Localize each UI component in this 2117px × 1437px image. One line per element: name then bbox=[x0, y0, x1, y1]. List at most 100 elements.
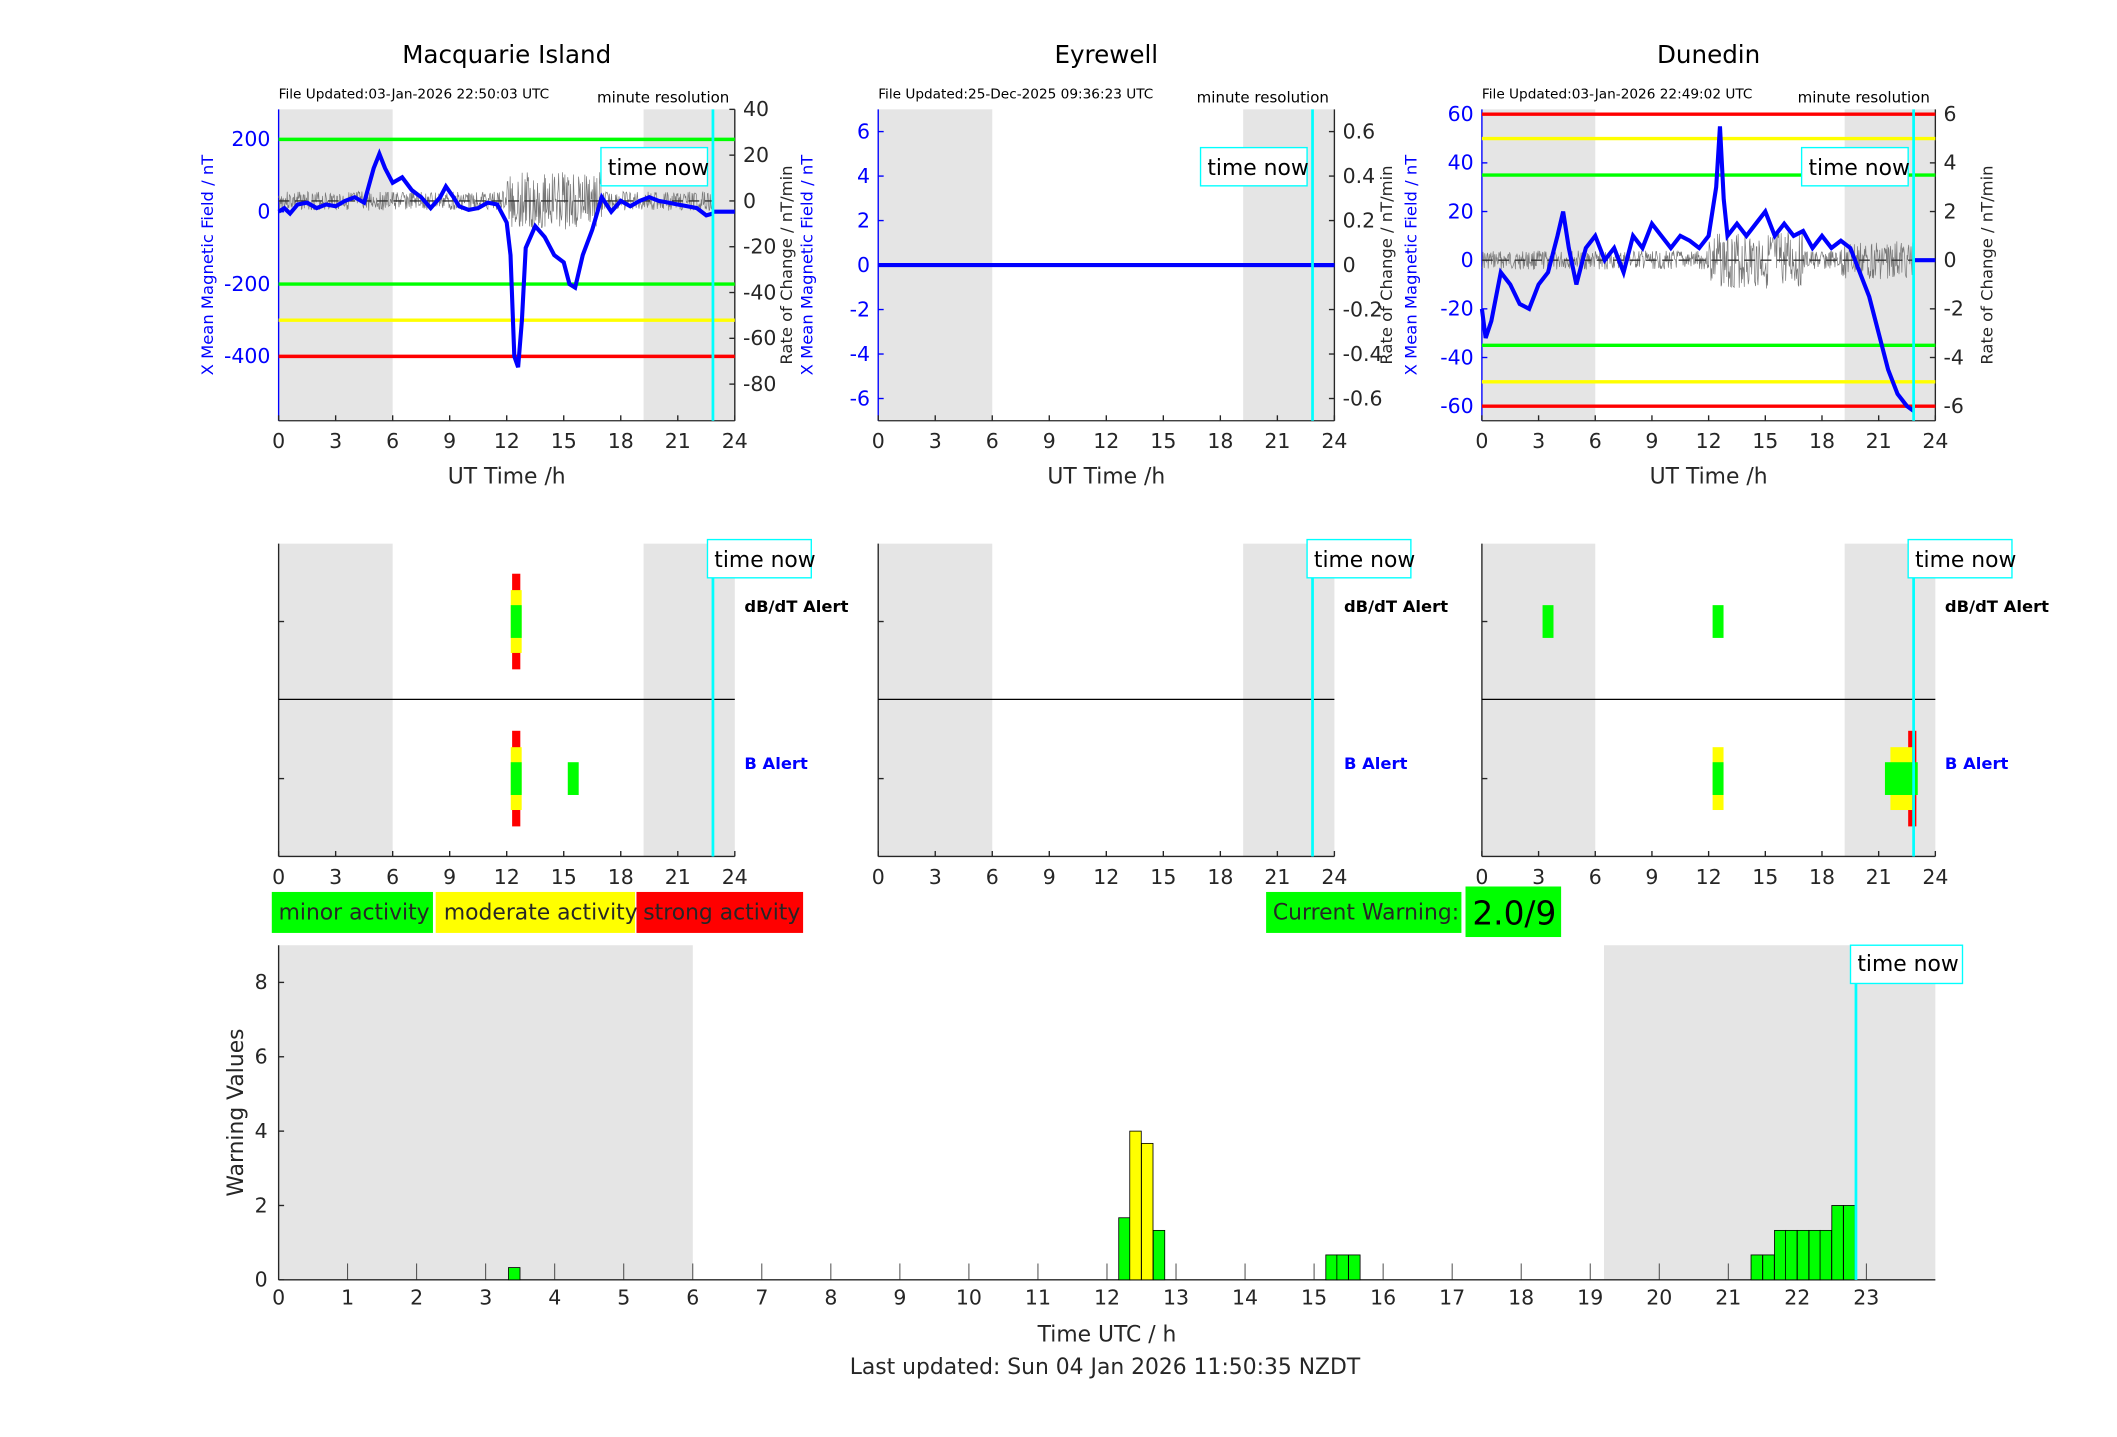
alert-mark-minor bbox=[510, 605, 522, 638]
x-tick-label: 1 bbox=[341, 1285, 354, 1309]
y2-tick-label: 0.4 bbox=[1343, 164, 1376, 188]
x-tick-label: 3 bbox=[1532, 865, 1545, 889]
x-tick-label: 6 bbox=[986, 429, 999, 453]
x-tick-label: 15 bbox=[1150, 865, 1176, 889]
x-tick-label: 3 bbox=[929, 429, 942, 453]
x-tick-label: 4 bbox=[548, 1285, 561, 1309]
time-now-box bbox=[1306, 538, 1412, 579]
y2-tick-label: 0.2 bbox=[1343, 208, 1376, 232]
warning-bar bbox=[1118, 1217, 1131, 1281]
x-tick-label: 21 bbox=[1264, 865, 1290, 889]
y2-tick-label: -40 bbox=[743, 280, 776, 304]
x-tick-label: 12 bbox=[1093, 865, 1119, 889]
x-tick-label: 18 bbox=[1809, 865, 1835, 889]
legend: minor activity moderate activity strong … bbox=[271, 891, 804, 933]
x-tick-label: 16 bbox=[1370, 1285, 1396, 1309]
warning-bar bbox=[1348, 1254, 1361, 1281]
y-axis-label: Warning Values bbox=[224, 1028, 249, 1196]
x-axis-label: UT Time /h bbox=[1047, 465, 1165, 490]
x-tick-label: 9 bbox=[1043, 865, 1056, 889]
x-tick-label: 6 bbox=[686, 1285, 699, 1309]
time-now-box bbox=[1849, 944, 1964, 985]
x-tick-label: 24 bbox=[1922, 429, 1948, 453]
x-tick-label: 24 bbox=[722, 865, 748, 889]
night-shading bbox=[1604, 945, 1936, 1280]
station-panel-2: Dunedin File Updated:03-Jan-2026 22:49:02… bbox=[1401, 40, 2049, 889]
x-tick-label: 18 bbox=[608, 429, 634, 453]
time-now-box bbox=[1800, 146, 1909, 187]
x-tick-label: 23 bbox=[1853, 1285, 1879, 1309]
file-updated: File Updated:03-Jan-2026 22:50:03 UTC bbox=[279, 86, 549, 102]
x-tick-label: 24 bbox=[722, 429, 748, 453]
alert-mark-minor bbox=[1712, 605, 1724, 638]
x-tick-label: 0 bbox=[272, 429, 285, 453]
y2-tick-label: 40 bbox=[743, 97, 769, 121]
x-tick-label: 18 bbox=[1207, 865, 1233, 889]
b-alert-label: B Alert bbox=[1344, 754, 1408, 773]
x-tick-label: 3 bbox=[929, 865, 942, 889]
time-now-box bbox=[1907, 538, 2013, 579]
x-tick-label: 5 bbox=[617, 1285, 630, 1309]
x-tick-label: 9 bbox=[443, 429, 456, 453]
warning-bar bbox=[1843, 1205, 1856, 1281]
x-tick-label: 7 bbox=[755, 1285, 768, 1309]
x-tick-label: 21 bbox=[1866, 865, 1892, 889]
warning-bar bbox=[1774, 1229, 1787, 1281]
station-panel-1: Eyrewell File Updated:25-Dec-2025 09:36:2… bbox=[798, 40, 1449, 889]
y-tick-label: 4 bbox=[255, 1119, 268, 1143]
station-title: Macquarie Island bbox=[402, 40, 611, 69]
station-title: Eyrewell bbox=[1054, 40, 1158, 69]
y-tick-label: -200 bbox=[224, 272, 270, 296]
x-tick-label: 21 bbox=[1264, 429, 1290, 453]
warning-bar bbox=[1796, 1229, 1810, 1281]
y-tick-label: -6 bbox=[850, 386, 870, 410]
b-alert-label: B Alert bbox=[1945, 754, 2009, 773]
resolution-label: minute resolution bbox=[597, 89, 729, 107]
x-tick-label: 24 bbox=[1922, 865, 1948, 889]
x-tick-label: 15 bbox=[1301, 1285, 1327, 1309]
y-tick-label: -4 bbox=[850, 342, 870, 366]
y-tick-label: 0 bbox=[857, 253, 870, 277]
rate-of-change-trace bbox=[1481, 231, 1914, 289]
night-shading bbox=[278, 945, 693, 1280]
x-tick-label: 22 bbox=[1784, 1285, 1810, 1309]
y2-tick-label: 2 bbox=[1944, 199, 1957, 223]
y2-tick-label: -20 bbox=[743, 235, 776, 259]
x-tick-label: 24 bbox=[1321, 865, 1347, 889]
x-tick-label: 0 bbox=[872, 429, 885, 453]
time-now-label: time now bbox=[1915, 548, 2016, 573]
x-tick-label: 15 bbox=[1752, 865, 1778, 889]
time-now-label: time now bbox=[1808, 156, 1909, 181]
x-tick-label: 6 bbox=[1589, 429, 1602, 453]
x-tick-label: 6 bbox=[386, 429, 399, 453]
y2-axis-label: Rate of Change / nT/min bbox=[1377, 165, 1396, 364]
x-tick-label: 3 bbox=[1532, 429, 1545, 453]
y-axis-label: X Mean Magnetic Field / nT bbox=[198, 154, 217, 376]
x-tick-label: 12 bbox=[494, 865, 520, 889]
x-tick-label: 12 bbox=[494, 429, 520, 453]
x-tick-label: 18 bbox=[1508, 1285, 1534, 1309]
y-tick-label: -20 bbox=[1440, 297, 1473, 321]
x-tick-label: 18 bbox=[1809, 429, 1835, 453]
y-tick-label: 0 bbox=[1461, 248, 1474, 272]
resolution-label: minute resolution bbox=[1798, 89, 1930, 107]
b-alert-label: B Alert bbox=[744, 754, 808, 773]
y-tick-label: 4 bbox=[857, 164, 870, 188]
y2-tick-label: 0 bbox=[743, 189, 756, 213]
x-tick-label: 17 bbox=[1439, 1285, 1465, 1309]
x-tick-label: 9 bbox=[1645, 865, 1658, 889]
x-tick-label: 21 bbox=[1866, 429, 1892, 453]
x-tick-label: 18 bbox=[1207, 429, 1233, 453]
x-tick-label: 13 bbox=[1163, 1285, 1189, 1309]
y-tick-label: -400 bbox=[224, 344, 270, 368]
y2-axis-label: Rate of Change / nT/min bbox=[777, 165, 796, 364]
warning-bar bbox=[1785, 1229, 1798, 1281]
x-tick-label: 9 bbox=[443, 865, 456, 889]
x-tick-label: 19 bbox=[1577, 1285, 1603, 1309]
legend-strong: strong activity bbox=[643, 900, 800, 925]
y-tick-label: 200 bbox=[231, 127, 270, 151]
y-axis-label: X Mean Magnetic Field / nT bbox=[798, 154, 817, 376]
y-tick-label: 0 bbox=[255, 1268, 268, 1292]
x-tick-label: 12 bbox=[1696, 865, 1722, 889]
